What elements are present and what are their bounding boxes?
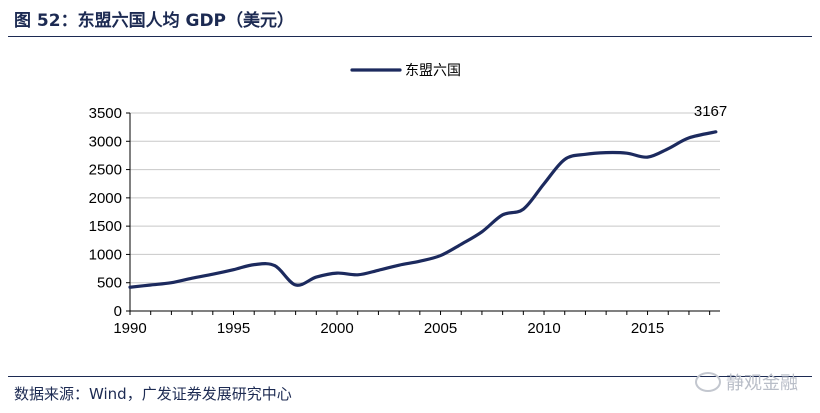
source-note: 数据来源：Wind，广发证券发展研究中心 — [14, 383, 292, 404]
legend: 东盟六国 — [352, 63, 461, 79]
x-tick-label-2000: 2000 — [320, 320, 353, 337]
x-tick-label-2010: 2010 — [527, 320, 560, 337]
watermark-text: 静观金融 — [726, 369, 798, 395]
axes: 0 500 1000 1500 2000 2500 3000 3500 1990 1995 2000… — [89, 105, 720, 337]
line-chart: 0 500 1000 1500 2000 2500 3000 3500 1990 1995 2000… — [0, 40, 820, 340]
y-tick-label-1000: 1000 — [89, 246, 122, 263]
y-tick-label-2000: 2000 — [89, 190, 122, 207]
data-label-0: 3167 — [694, 103, 727, 120]
y-tick-label-3000: 3000 — [89, 133, 122, 150]
x-tick-label-2015: 2015 — [631, 320, 664, 337]
watermark: 静观金融 — [695, 369, 798, 395]
x-tick-label-2005: 2005 — [424, 320, 457, 337]
data-labels: 3167 — [694, 103, 727, 120]
x-tick-label-1990: 1990 — [113, 320, 146, 337]
y-tick-label-1500: 1500 — [89, 218, 122, 235]
y-tick-label-2500: 2500 — [89, 162, 122, 179]
legend-label-0: 东盟六国 — [405, 63, 461, 79]
title-rule — [8, 36, 812, 37]
grid-lines — [130, 113, 720, 283]
wechat-icon — [695, 372, 721, 392]
y-tick-label-3500: 3500 — [89, 105, 122, 122]
figure-title: 图 52：东盟六国人均 GDP（美元） — [14, 6, 294, 31]
x-tick-label-1995: 1995 — [217, 320, 250, 337]
source-rule — [8, 376, 812, 377]
series-line-0 — [130, 132, 716, 287]
y-tick-label-500: 500 — [97, 275, 122, 292]
series-layer — [130, 132, 716, 287]
y-tick-label-0: 0 — [114, 303, 122, 320]
